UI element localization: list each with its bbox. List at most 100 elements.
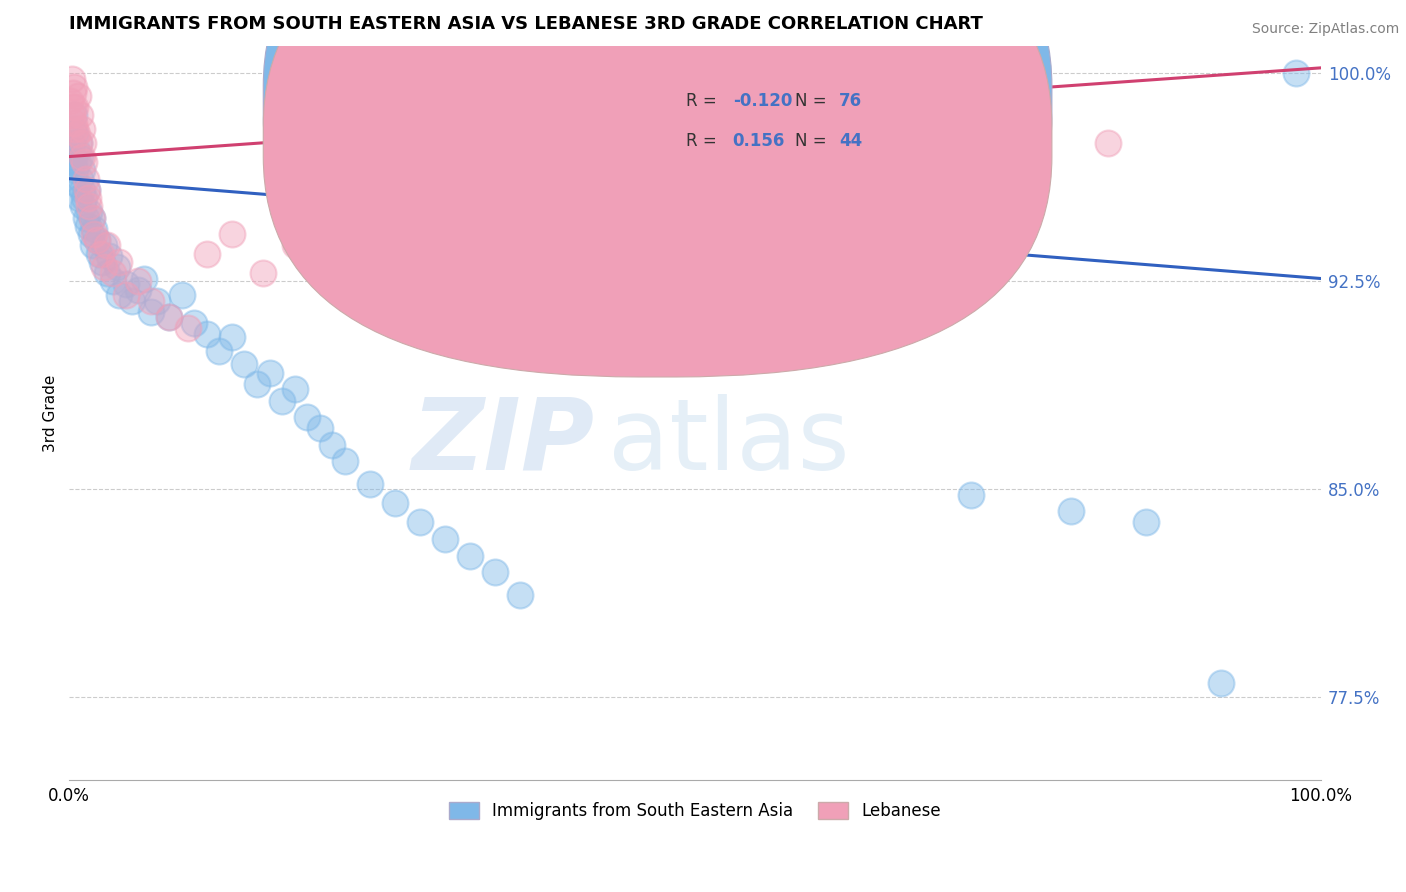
Point xyxy=(1097,136,1119,150)
Point xyxy=(634,274,657,288)
Point xyxy=(83,227,105,242)
Point xyxy=(384,496,406,510)
Point xyxy=(101,274,124,288)
Point xyxy=(70,121,93,136)
Point xyxy=(65,163,87,178)
Point xyxy=(114,288,136,302)
Text: -0.120: -0.120 xyxy=(733,93,792,111)
Point xyxy=(108,255,131,269)
Point xyxy=(93,238,115,252)
Text: R =: R = xyxy=(686,93,717,111)
Point xyxy=(60,71,83,86)
Point xyxy=(534,246,557,260)
Legend: Immigrants from South Eastern Asia, Lebanese: Immigrants from South Eastern Asia, Leba… xyxy=(443,796,948,827)
Point xyxy=(208,343,231,358)
Text: N =: N = xyxy=(796,132,827,150)
Point xyxy=(139,305,162,319)
Point xyxy=(77,199,100,213)
Point xyxy=(65,128,87,142)
Point xyxy=(371,183,394,197)
Point xyxy=(75,171,97,186)
Point xyxy=(1060,504,1083,518)
Point xyxy=(86,233,108,247)
Point xyxy=(96,238,118,252)
Point xyxy=(170,288,193,302)
Point xyxy=(1285,66,1308,80)
Point xyxy=(72,136,94,150)
Point xyxy=(67,136,90,150)
Point xyxy=(458,549,481,563)
Point xyxy=(60,136,83,150)
Text: 0.156: 0.156 xyxy=(733,132,785,150)
Point xyxy=(139,293,162,308)
FancyBboxPatch shape xyxy=(614,64,914,174)
Point xyxy=(70,183,93,197)
Point xyxy=(195,326,218,341)
Point xyxy=(90,255,112,269)
Point xyxy=(101,266,124,280)
Point xyxy=(834,171,856,186)
Point xyxy=(75,211,97,225)
Point xyxy=(77,191,100,205)
Text: Source: ZipAtlas.com: Source: ZipAtlas.com xyxy=(1251,22,1399,37)
Point xyxy=(183,316,205,330)
Point xyxy=(484,566,506,580)
Point xyxy=(73,155,96,169)
Point xyxy=(59,94,82,108)
Point xyxy=(63,116,86,130)
Point xyxy=(80,211,103,225)
Point xyxy=(82,238,104,252)
Point xyxy=(65,100,87,114)
Point xyxy=(246,376,269,391)
Point xyxy=(67,136,90,150)
Point xyxy=(157,310,180,325)
Point xyxy=(73,191,96,205)
Point xyxy=(1209,676,1232,690)
Point xyxy=(271,393,294,408)
Point xyxy=(86,233,108,247)
Point xyxy=(308,211,330,225)
Point xyxy=(69,108,91,122)
Point xyxy=(89,246,111,260)
Point xyxy=(683,238,706,252)
Point xyxy=(409,516,432,530)
Point xyxy=(76,183,98,197)
Point xyxy=(121,293,143,308)
Point xyxy=(114,277,136,291)
Point xyxy=(108,288,131,302)
Point xyxy=(910,246,932,260)
Point xyxy=(96,266,118,280)
Point xyxy=(77,205,100,219)
Text: ZIP: ZIP xyxy=(412,394,595,491)
Point xyxy=(284,383,307,397)
Point xyxy=(321,438,343,452)
Point xyxy=(221,227,243,242)
Point xyxy=(72,199,94,213)
Point xyxy=(79,227,101,242)
Point xyxy=(157,310,180,325)
Point xyxy=(69,150,91,164)
FancyBboxPatch shape xyxy=(263,0,1052,337)
Point xyxy=(195,246,218,260)
Point xyxy=(134,271,156,285)
Point xyxy=(284,238,307,252)
Point xyxy=(127,283,149,297)
Point xyxy=(67,191,90,205)
Point xyxy=(433,532,456,546)
Text: N =: N = xyxy=(796,93,827,111)
Point xyxy=(66,144,89,158)
Point xyxy=(63,108,86,122)
Point xyxy=(558,227,581,242)
Point xyxy=(62,121,84,136)
Point xyxy=(596,219,619,233)
Point xyxy=(1135,516,1157,530)
Text: R =: R = xyxy=(686,132,717,150)
Point xyxy=(308,421,330,435)
Point xyxy=(83,221,105,235)
Text: IMMIGRANTS FROM SOUTH EASTERN ASIA VS LEBANESE 3RD GRADE CORRELATION CHART: IMMIGRANTS FROM SOUTH EASTERN ASIA VS LE… xyxy=(69,15,983,33)
Point xyxy=(959,488,981,502)
Point xyxy=(80,211,103,225)
Point xyxy=(127,274,149,288)
Point xyxy=(70,163,93,178)
Point xyxy=(98,249,121,263)
